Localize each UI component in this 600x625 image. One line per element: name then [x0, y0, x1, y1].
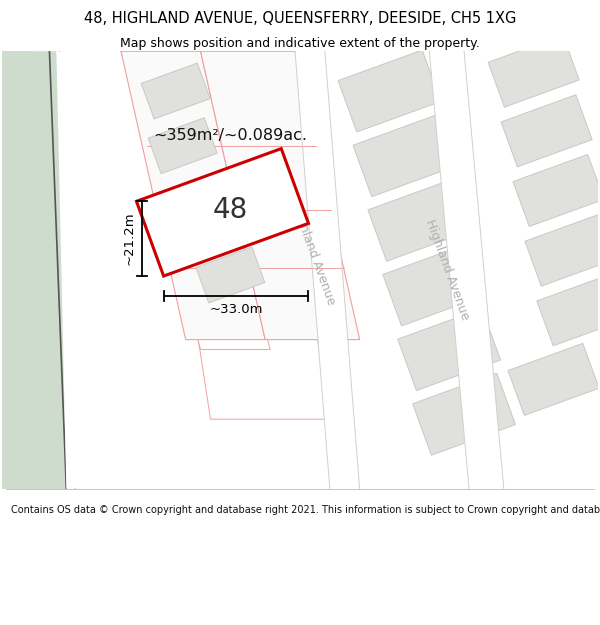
Text: Contains OS data © Crown copyright and database right 2021. This information is : Contains OS data © Crown copyright and d…: [11, 505, 600, 515]
Polygon shape: [2, 51, 81, 489]
Polygon shape: [196, 247, 265, 303]
Polygon shape: [338, 50, 441, 132]
Text: ~33.0m: ~33.0m: [209, 303, 263, 316]
Polygon shape: [525, 214, 600, 286]
Text: 48: 48: [213, 196, 248, 224]
Polygon shape: [508, 343, 599, 416]
Polygon shape: [2, 389, 67, 489]
Text: ~359m²/~0.089ac.: ~359m²/~0.089ac.: [154, 128, 307, 143]
Polygon shape: [537, 274, 600, 346]
Polygon shape: [488, 35, 579, 107]
Polygon shape: [200, 51, 359, 339]
Polygon shape: [353, 114, 456, 197]
Polygon shape: [121, 51, 310, 290]
Polygon shape: [121, 51, 270, 349]
Polygon shape: [398, 309, 500, 391]
Polygon shape: [295, 51, 359, 489]
Polygon shape: [172, 185, 278, 266]
Polygon shape: [121, 51, 265, 339]
Polygon shape: [187, 249, 293, 331]
Text: Map shows position and indicative extent of the property.: Map shows position and indicative extent…: [120, 37, 480, 50]
Polygon shape: [413, 373, 515, 455]
Polygon shape: [383, 244, 485, 326]
Polygon shape: [513, 154, 600, 226]
Polygon shape: [148, 118, 217, 174]
Polygon shape: [501, 95, 592, 167]
Polygon shape: [142, 56, 249, 136]
Polygon shape: [368, 179, 471, 261]
Polygon shape: [2, 51, 32, 250]
Text: ~21.2m: ~21.2m: [123, 212, 136, 266]
Polygon shape: [429, 51, 504, 489]
Polygon shape: [56, 51, 141, 489]
Polygon shape: [136, 149, 308, 276]
Text: Highland Avenue: Highland Avenue: [289, 203, 337, 308]
Polygon shape: [202, 314, 308, 395]
Polygon shape: [191, 290, 330, 419]
Polygon shape: [157, 120, 264, 201]
Polygon shape: [186, 192, 255, 248]
Text: Highland Avenue: Highland Avenue: [423, 218, 472, 322]
Text: 48, HIGHLAND AVENUE, QUEENSFERRY, DEESIDE, CH5 1XG: 48, HIGHLAND AVENUE, QUEENSFERRY, DEESID…: [84, 11, 516, 26]
Polygon shape: [141, 63, 210, 119]
